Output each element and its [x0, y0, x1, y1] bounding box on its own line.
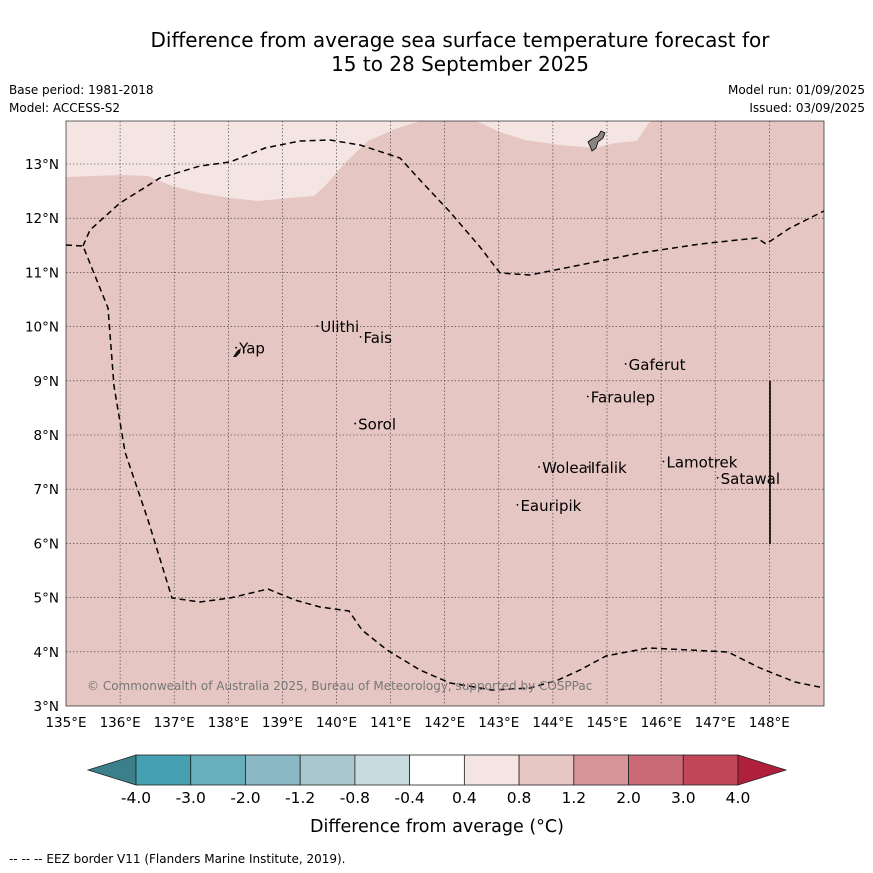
lon-tick-label: 136°E — [100, 715, 141, 731]
meta-left: Base period: 1981-2018 Model: ACCESS-S2 — [9, 81, 154, 117]
lon-tick-label: 139°E — [262, 715, 303, 731]
lon-tick-label: 144°E — [532, 715, 573, 731]
place-label-ifalik: Ifalik — [591, 459, 627, 477]
copyright-note: © Commonwealth of Australia 2025, Bureau… — [87, 679, 592, 693]
lat-tick-label: 5°N — [34, 591, 59, 607]
lat-tick-label: 11°N — [25, 265, 59, 281]
colorbar-high-extension — [737, 754, 788, 786]
island-marker — [354, 422, 357, 425]
map-panel: Yap Ulithi Fais Gaferut Faraulep Sorol Lamotre… — [65, 120, 825, 707]
place-label-satawal: Satawal — [721, 470, 780, 488]
lon-tick-label: 146°E — [641, 715, 682, 731]
island-marker — [316, 325, 319, 327]
colorbar-bin — [190, 754, 246, 786]
lat-tick-label: 8°N — [34, 428, 59, 444]
island-marker — [235, 346, 238, 349]
footer-note: -- -- -- EEZ border V11 (Flanders Marine… — [9, 852, 346, 866]
colorbar-tick-label: 1.2 — [561, 789, 586, 807]
lon-tick-label: 138°E — [208, 715, 249, 731]
model-name: Model: ACCESS-S2 — [9, 101, 121, 115]
colorbar-tick-label: 0.4 — [452, 789, 477, 807]
island-marker — [716, 476, 719, 479]
colorbar-tick-label: -0.4 — [395, 789, 425, 807]
lat-tick-label: 4°N — [34, 645, 59, 661]
place-label-eauripik: Eauripik — [520, 497, 581, 515]
longitude-ticks: 135°E 136°E 137°E 138°E 139°E 140°E 141°E 142°E… — [45, 715, 789, 731]
lat-tick-label: 10°N — [25, 320, 59, 336]
gridlines — [66, 121, 824, 706]
lat-tick-label: 12°N — [25, 211, 59, 227]
map-frame — [65, 120, 825, 707]
lon-tick-label: 147°E — [695, 715, 736, 731]
guam-land — [587, 130, 606, 152]
colorbar-tick-label: -3.0 — [176, 789, 206, 807]
colorbar-bin — [299, 754, 356, 786]
colorbar-tick-label: -0.8 — [340, 789, 370, 807]
colorbar-tick-label: -4.0 — [121, 789, 151, 807]
colorbar — [86, 754, 788, 786]
issued-date: Issued: 03/09/2025 — [749, 101, 865, 115]
title-line-1: Difference from average sea surface temp… — [150, 28, 770, 52]
colorbar-tick-label: -2.0 — [230, 789, 260, 807]
place-label-ulithi: Ulithi — [320, 318, 359, 336]
colorbar-tick-label: 3.0 — [671, 789, 696, 807]
colorbar-title: Difference from average (°C) — [310, 817, 564, 837]
meta-right: Model run: 01/09/2025 Issued: 03/09/2025 — [728, 81, 865, 117]
colorbar-tick-label: 2.0 — [616, 789, 641, 807]
island-marker — [586, 395, 589, 398]
colorbar-bin — [245, 754, 301, 786]
lon-tick-label: 137°E — [154, 715, 195, 731]
lat-tick-label: 3°N — [34, 699, 59, 715]
place-label-faraulep: Faraulep — [591, 388, 655, 406]
lon-tick-label: 148°E — [749, 715, 790, 731]
base-period: Base period: 1981-2018 — [9, 83, 154, 97]
lon-tick-label: 142°E — [424, 715, 465, 731]
lat-tick-label: 6°N — [34, 536, 59, 552]
colorbar-low-extension — [86, 754, 137, 786]
island-marker — [624, 363, 627, 365]
lon-tick-label: 140°E — [316, 715, 357, 731]
map-title: Difference from average sea surface temp… — [0, 28, 873, 76]
light-anomaly-region-east — [476, 121, 651, 148]
colorbar-bin — [628, 754, 684, 786]
island-marker — [662, 460, 665, 463]
place-label-woleai: Woleai — [542, 459, 592, 477]
colorbar-bin — [135, 754, 192, 786]
place-label-yap: Yap — [238, 340, 265, 358]
yap-land — [233, 348, 241, 357]
lon-tick-label: 135°E — [45, 715, 86, 731]
colorbar-bin — [518, 754, 575, 786]
island-marker — [538, 466, 540, 468]
place-label-lamotrek: Lamotrek — [667, 454, 738, 472]
eez-border — [65, 244, 825, 691]
island-marker — [586, 466, 589, 468]
lat-tick-label: 13°N — [25, 157, 59, 173]
island-marker — [516, 503, 519, 506]
colorbar-bin — [573, 754, 629, 786]
colorbar-bin — [409, 754, 465, 786]
place-label-fais: Fais — [364, 329, 393, 347]
colorbar-tick-labels: -4.0 -3.0 -2.0 -1.2 -0.8 -0.4 0.4 0.8 1.2 2.0 3.0 4… — [121, 789, 750, 807]
colorbar-bin — [463, 754, 520, 786]
colorbar-tick-label: -1.2 — [285, 789, 315, 807]
lon-tick-label: 145°E — [586, 715, 627, 731]
model-run: Model run: 01/09/2025 — [727, 83, 865, 97]
island-marker — [359, 335, 362, 338]
place-label-gaferut: Gaferut — [629, 356, 686, 374]
lat-tick-label: 7°N — [34, 482, 59, 498]
eez-border-north — [82, 139, 825, 276]
lon-tick-label: 143°E — [478, 715, 519, 731]
lon-tick-label: 141°E — [370, 715, 411, 731]
place-label-sorol: Sorol — [358, 416, 396, 434]
latitude-ticks: 3°N 4°N 5°N 6°N 7°N 8°N 9°N 10°N 11°N 12°N 13°N — [25, 157, 59, 715]
colorbar-tick-label: 0.8 — [507, 789, 532, 807]
title-line-2: 15 to 28 September 2025 — [331, 52, 589, 76]
colorbar-tick-label: 4.0 — [726, 789, 751, 807]
place-labels: Yap Ulithi Fais Gaferut Faraulep Sorol Lamotre… — [235, 318, 780, 515]
lat-tick-label: 9°N — [34, 374, 59, 390]
colorbar-bin — [682, 754, 739, 786]
colorbar-bin — [354, 754, 411, 786]
